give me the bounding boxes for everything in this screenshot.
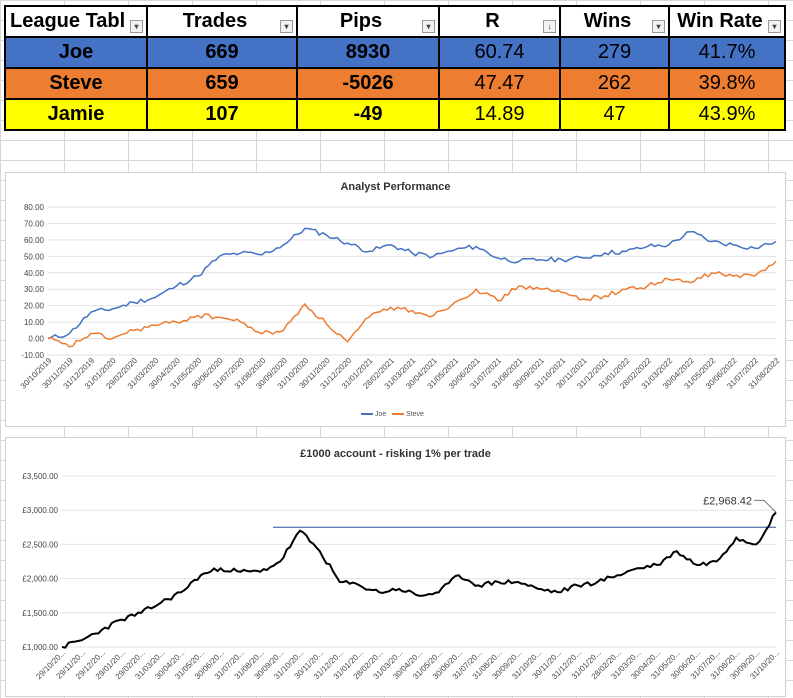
- y-tick-label: 30.00: [24, 285, 45, 294]
- win-rate-cell[interactable]: 39.8%: [668, 67, 786, 100]
- annotation-leader-line: [754, 499, 777, 513]
- balance-line: [61, 511, 777, 649]
- account-balance-plot: £3,500.00 £3,000.00 £2,500.00 £2,000.00 £1,5…: [22, 472, 781, 681]
- pips-cell[interactable]: 8930: [296, 36, 440, 69]
- win-rate-cell[interactable]: 43.9%: [668, 98, 786, 131]
- win-rate-cell[interactable]: 41.7%: [668, 36, 786, 69]
- y-tick-label: £1,000.00: [22, 643, 58, 652]
- y-tick-label: 60.00: [24, 236, 45, 245]
- header-cell[interactable]: League Tabl ▾: [4, 5, 148, 38]
- wins-cell[interactable]: 279: [559, 36, 670, 69]
- analyst-performance-plot: 80.00 70.00 60.00 50.00 40.00 30.00 20.00 10.00…: [19, 203, 782, 391]
- y-tick-label: 20.00: [24, 302, 45, 311]
- y-tick-label: -10.00: [21, 351, 44, 360]
- table-row: Joe 669 8930 60.74 279 41.7%: [4, 36, 786, 69]
- name-cell[interactable]: Steve: [4, 67, 148, 100]
- y-tick-label: £2,000.00: [22, 575, 58, 584]
- league-table: League Tabl ▾ Trades ▾ Pips ▾ R ↓ Wins ▾ Win …: [4, 5, 786, 131]
- y-tick-label: 80.00: [24, 203, 45, 212]
- series-line-joe: [47, 227, 777, 340]
- analyst-performance-chart[interactable]: Analyst Performance 80.00 70.00 60.00 50.00…: [5, 172, 786, 427]
- wins-cell[interactable]: 262: [559, 67, 670, 100]
- y-tick-label: 0.00: [28, 335, 44, 344]
- y-tick-label: 50.00: [24, 252, 45, 261]
- header-cell[interactable]: R ↓: [438, 5, 561, 38]
- header-label: Win Rate: [677, 10, 763, 32]
- name-cell[interactable]: Jamie: [4, 98, 148, 131]
- header-cell[interactable]: Pips ▾: [296, 5, 440, 38]
- filter-dropdown-icon[interactable]: ▾: [768, 20, 781, 33]
- header-cell[interactable]: Win Rate ▾: [668, 5, 786, 38]
- table-row: Jamie 107 -49 14.89 47 43.9%: [4, 98, 786, 131]
- pips-cell[interactable]: -5026: [296, 67, 440, 100]
- header-label: Wins: [583, 10, 632, 32]
- y-tick-label: 10.00: [24, 318, 45, 327]
- r-cell[interactable]: 47.47: [438, 67, 561, 100]
- y-tick-label: 40.00: [24, 269, 45, 278]
- chart-title: Analyst Performance: [340, 181, 451, 193]
- filter-dropdown-icon[interactable]: ▾: [652, 20, 665, 33]
- filter-dropdown-icon[interactable]: ▾: [422, 20, 435, 33]
- legend-label-steve: Steve: [406, 411, 424, 418]
- wins-cell[interactable]: 47: [559, 98, 670, 131]
- y-tick-label: £1,500.00: [22, 609, 58, 618]
- header-cell[interactable]: Trades ▾: [146, 5, 298, 38]
- filter-dropdown-icon[interactable]: ▾: [130, 20, 143, 33]
- pips-cell[interactable]: -49: [296, 98, 440, 131]
- header-label: Trades: [182, 10, 248, 32]
- r-cell[interactable]: 14.89: [438, 98, 561, 131]
- legend-swatch-joe: [361, 413, 373, 416]
- y-tick-label: £3,500.00: [22, 472, 58, 481]
- y-tick-label: 70.00: [24, 219, 45, 228]
- legend-swatch-steve: [392, 413, 405, 416]
- table-row: Steve 659 -5026 47.47 262 39.8%: [4, 67, 786, 100]
- chart-legend: Joe Steve: [361, 411, 424, 418]
- sort-descending-icon[interactable]: ↓: [543, 20, 556, 33]
- header-label: Pips: [339, 10, 383, 32]
- series-line-steve: [47, 260, 777, 348]
- legend-label-joe: Joe: [374, 411, 387, 418]
- header-cell[interactable]: Wins ▾: [559, 5, 670, 38]
- final-balance-label: £2,968.42: [703, 495, 752, 507]
- trades-cell[interactable]: 669: [146, 36, 298, 69]
- y-tick-label: £3,000.00: [22, 506, 58, 515]
- filter-dropdown-icon[interactable]: ▾: [280, 20, 293, 33]
- chart-title: £1000 account - risking 1% per trade: [300, 448, 491, 460]
- r-cell[interactable]: 60.74: [438, 36, 561, 69]
- account-balance-chart[interactable]: £1000 account - risking 1% per trade £3,…: [5, 437, 786, 697]
- y-tick-label: £2,500.00: [22, 540, 58, 549]
- trades-cell[interactable]: 107: [146, 98, 298, 131]
- name-cell[interactable]: Joe: [4, 36, 148, 69]
- header-label: League Tabl: [10, 10, 126, 32]
- table-header-row: League Tabl ▾ Trades ▾ Pips ▾ R ↓ Wins ▾ Win …: [4, 5, 786, 38]
- trades-cell[interactable]: 659: [146, 67, 298, 100]
- header-label: R: [485, 10, 500, 32]
